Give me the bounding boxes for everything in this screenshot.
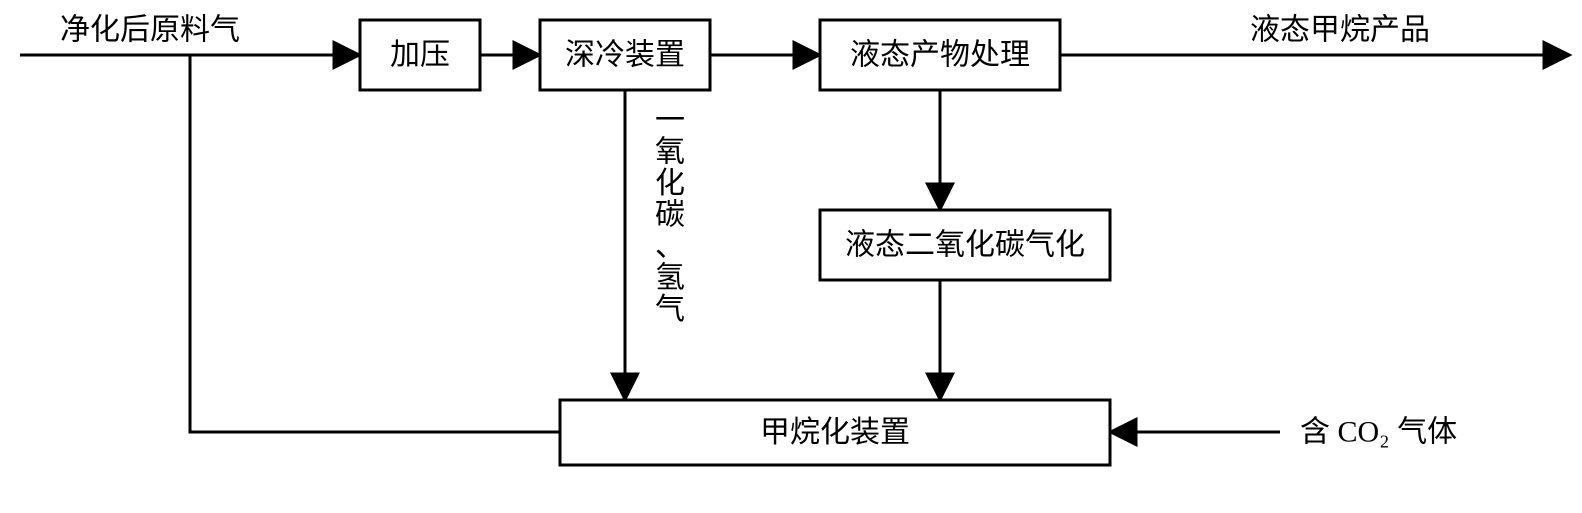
label-co-h2: 一氧化碳、氢气 <box>655 104 685 326</box>
label-co2-input: 含 CO₂ 气体 <box>1300 416 1457 449</box>
node-label-methan: 甲烷化装置 <box>760 416 910 449</box>
node-label-vaporize: 液态二氧化碳气化 <box>845 229 1085 262</box>
node-label-cryo: 深冷装置 <box>565 39 685 72</box>
label-output-top: 液态甲烷产品 <box>1250 14 1430 47</box>
label-input-top: 净化后原料气 <box>60 14 240 47</box>
edge-e_m_loop <box>190 55 560 432</box>
node-label-liquid: 液态产物处理 <box>850 39 1030 72</box>
node-label-pressurize: 加压 <box>390 39 450 72</box>
